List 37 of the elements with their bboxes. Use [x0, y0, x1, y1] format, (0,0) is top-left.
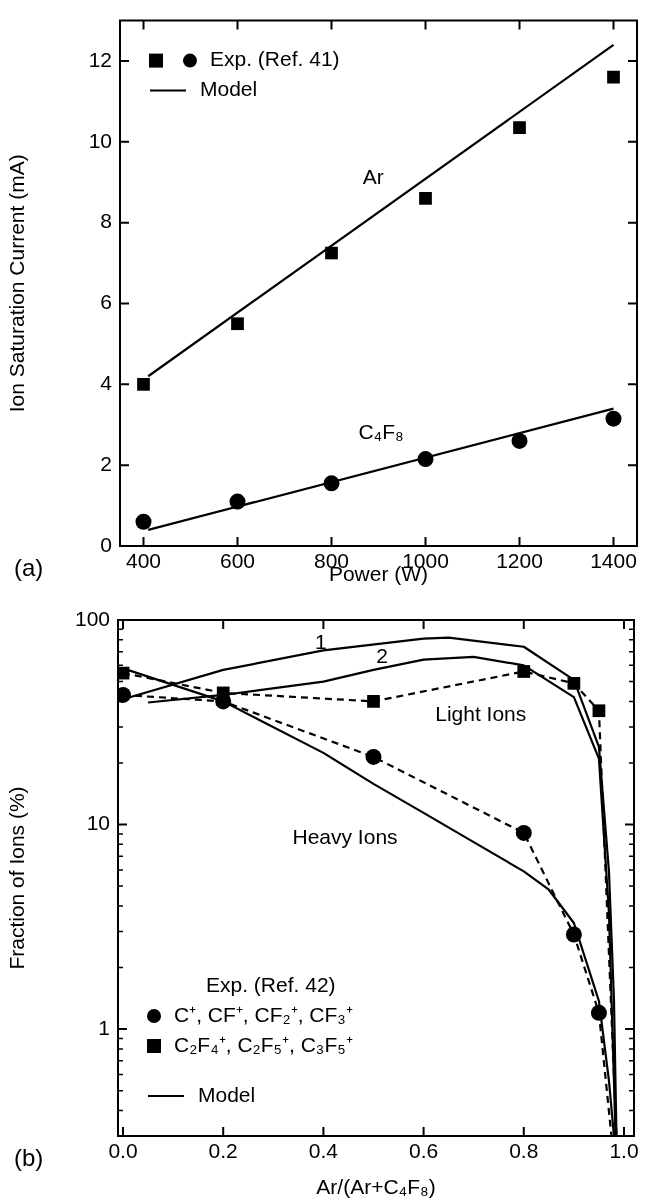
- y-axis-title: Ion Saturation Current (mA): [5, 154, 29, 413]
- legend-label: Exp. (Ref. 41): [210, 47, 340, 71]
- y-tick-label: 100: [74, 606, 110, 630]
- annotation: Ar: [362, 165, 384, 189]
- y-tick-label: 10: [86, 811, 110, 835]
- y-tick-label: 8: [100, 209, 112, 233]
- x-tick-label: 0.6: [408, 1139, 439, 1163]
- legend-label: Model: [200, 77, 258, 101]
- x-tick-label: 0.8: [509, 1139, 539, 1163]
- legend-label: Model: [198, 1082, 256, 1106]
- text: (a): [14, 554, 44, 582]
- legend-label: C₂F₄⁺, C₂F₅⁺, C₃F₅⁺: [174, 1032, 353, 1056]
- y-tick-label: 4: [100, 371, 113, 395]
- y-tick-label: 12: [88, 47, 112, 71]
- x-tick-label: 0.4: [308, 1139, 339, 1163]
- x-tick-label: 600: [219, 549, 256, 573]
- x-tick-label: 1.0: [609, 1139, 639, 1163]
- y-tick-label: 6: [100, 290, 112, 314]
- legend-label: C⁺, CF⁺, CF₂⁺, CF₃⁺: [174, 1002, 353, 1026]
- y-axis-title: Fraction of Ions (%): [5, 786, 29, 970]
- text: (b): [14, 1143, 44, 1171]
- x-tick-label: 400: [125, 549, 162, 573]
- y-tick-label: 0: [100, 532, 112, 556]
- y-tick-label: 1: [98, 1015, 110, 1039]
- x-axis-title: Ar/(Ar+C₄F₈): [316, 1175, 436, 1199]
- x-tick-label: 1400: [590, 549, 637, 573]
- y-tick-label: 2: [100, 451, 112, 475]
- y-tick-label: 10: [88, 128, 112, 152]
- x-tick-label: 0.0: [108, 1139, 138, 1163]
- annotation: Light Ions: [435, 701, 527, 725]
- annotation: 2: [376, 643, 389, 667]
- annotation: Heavy Ions: [292, 825, 398, 849]
- x-tick-label: 0.2: [208, 1139, 238, 1163]
- x-tick-label: 1200: [496, 549, 543, 573]
- legend-title: Exp. (Ref. 42): [206, 972, 336, 996]
- annotation: C₄F₈: [358, 420, 404, 444]
- annotation: 1: [314, 629, 327, 653]
